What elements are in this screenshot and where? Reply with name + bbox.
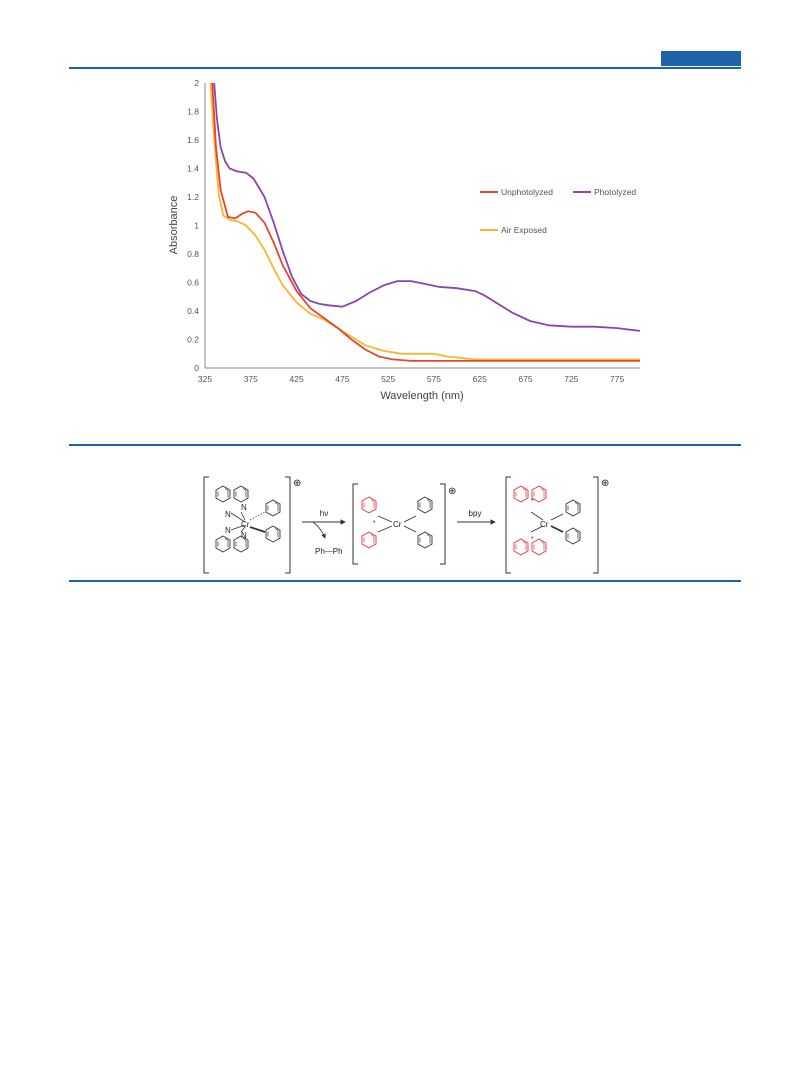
chart-legend: Unphotolyzed Photolyzed Air Exposed [480,187,636,235]
x-tick-labels: 325 375 425 475 525 575 625 675 725 775 [198,374,625,384]
chart-series [209,82,641,362]
header-badge [661,51,741,66]
y-tick-label: 1 [194,221,199,231]
x-tick-label: 475 [335,374,349,384]
y-tick-label: 1.6 [187,135,199,145]
n-label: N [225,510,231,519]
bracket-left [352,483,358,565]
byproduct-label: Ph—Ph [315,547,343,556]
bracket-right [593,476,599,574]
reagent-hv: hν [320,509,328,518]
complex-2: • Cr ⊕ [352,483,456,565]
radical-dot: • [531,497,534,504]
chart-axes [204,83,640,369]
reagent-bpy: bpy [469,509,482,518]
y-tick-label: 1.8 [187,107,199,117]
y-tick-label: 0 [194,363,199,373]
bottom-rule [69,580,741,582]
x-tick-label: 525 [381,374,395,384]
chromium-label: Cr [241,520,250,529]
charge-symbol: ⊕ [293,478,301,489]
y-tick-label: 1.2 [187,192,199,202]
middle-rule [69,444,741,446]
complex-1: N N N N Cr ⊕ [203,476,301,574]
bracket-right [285,476,291,574]
bracket-right [440,483,446,565]
x-tick-label: 725 [564,374,578,384]
x-tick-label: 625 [473,374,487,384]
series-line-air-exposed [209,82,640,361]
bracket-left [505,476,511,574]
x-tick-label: 675 [518,374,532,384]
n-label: N [241,503,247,512]
x-tick-label: 325 [198,374,212,384]
n-label: N [241,531,247,540]
x-axis-label: Wavelength (nm) [380,390,463,402]
byproduct-arrow [312,521,326,539]
x-tick-label: 575 [427,374,441,384]
radical-dot: • [531,535,534,542]
chromium-label: Cr [393,520,402,529]
n-label: N [225,526,231,535]
legend-label-unphotolyzed: Unphotolyzed [501,187,553,197]
y-tick-label: 0.4 [187,306,199,316]
series-line-unphotolyzed [211,82,640,362]
x-tick-label: 775 [610,374,624,384]
complex-3: • • Cr ⊕ [505,476,609,574]
y-tick-label: 0.2 [187,335,199,345]
y-tick-labels: 0 0.2 0.4 0.6 0.8 1 1.2 1.4 1.6 1.8 2 [187,78,199,373]
reaction-scheme: N N N N Cr ⊕ hν Ph—Ph • Cr ⊕ bpy [203,476,609,574]
x-tick-label: 375 [244,374,258,384]
legend-label-photolyzed: Photolyzed [594,187,636,197]
legend-label-air-exposed: Air Exposed [501,225,547,235]
x-tick-label: 425 [289,374,303,384]
absorbance-chart: 0 0.2 0.4 0.6 0.8 1 1.2 1.4 1.6 1.8 2 325 375 425 475… [168,78,641,402]
radical-dot: • [373,519,376,526]
y-tick-label: 1.4 [187,164,199,174]
chromium-label: Cr [540,520,549,529]
series-line-photolyzed [213,82,641,332]
y-tick-label: 0.8 [187,249,199,259]
y-axis-label: Absorbance [168,196,180,255]
y-tick-label: 2 [194,78,199,88]
charge-symbol: ⊕ [601,478,609,489]
charge-symbol: ⊕ [448,486,456,497]
bracket-left [203,476,209,574]
y-tick-label: 0.6 [187,278,199,288]
top-rule [69,67,741,69]
